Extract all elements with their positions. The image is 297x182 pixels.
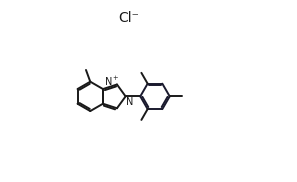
Text: N$^+$: N$^+$ [104, 74, 120, 88]
Text: Cl⁻: Cl⁻ [118, 11, 139, 25]
Text: N: N [126, 97, 134, 107]
